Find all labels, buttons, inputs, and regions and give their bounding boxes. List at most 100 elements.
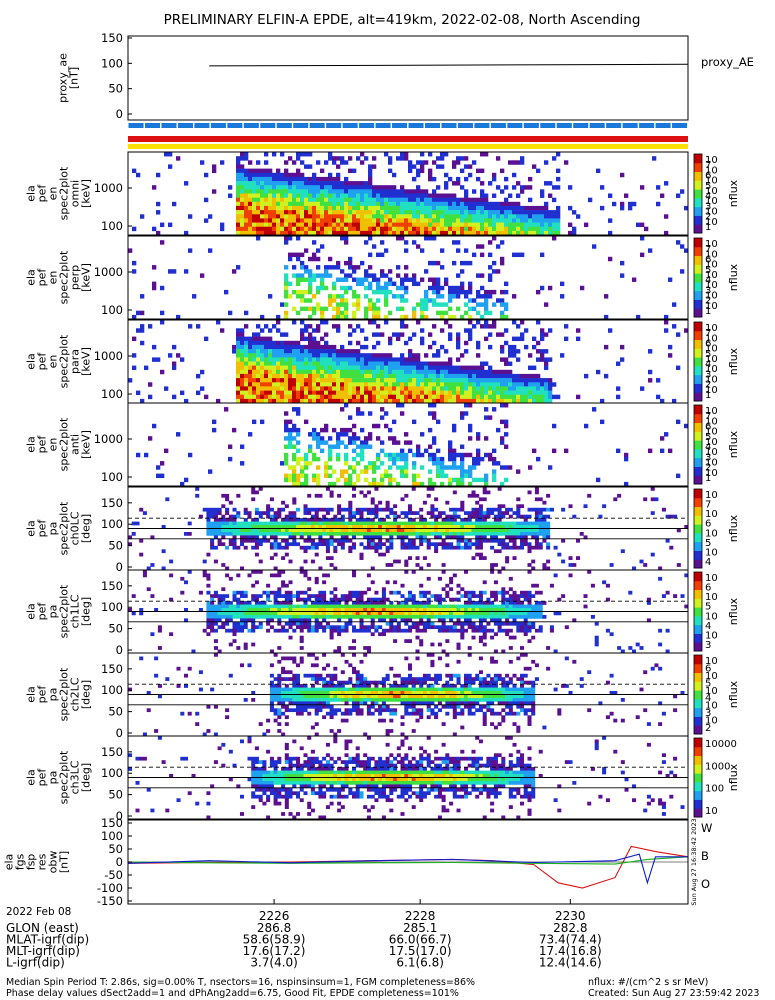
spectrogram-pixel [272, 340, 277, 346]
spectrogram-pixel [444, 172, 449, 178]
spectrogram-pixel [448, 205, 453, 211]
pitch-angle-pixel [225, 594, 230, 598]
spectrogram-pixel [292, 436, 297, 441]
spectrogram-pixel [268, 386, 273, 391]
spectrogram-pixel [484, 214, 489, 219]
pitch-angle-pixel [322, 615, 327, 619]
spectrogram-pixel [464, 349, 469, 354]
spectrogram-pixel [492, 260, 497, 266]
pitch-angle-pixel [292, 615, 297, 619]
pitch-angle-pixel [538, 514, 543, 519]
pitch-angle-pixel [449, 535, 454, 540]
spectrogram-pixel [416, 369, 421, 375]
spectrogram-pixel [440, 218, 445, 223]
pitch-angle-pixel [419, 566, 424, 571]
spectrogram-pixel [252, 201, 257, 207]
spectrogram-pixel [332, 281, 337, 287]
colorbar-segment [694, 246, 702, 257]
spectrogram-pixel [300, 469, 305, 474]
spectrogram-pixel [620, 357, 625, 362]
pitch-angle-pixel [348, 611, 353, 616]
pitch-angle-pixel [493, 528, 498, 533]
colorbar-label: nflux [727, 263, 740, 291]
spectrogram-pixel [364, 294, 369, 299]
pitch-angle-pixel [262, 538, 267, 543]
spectrogram-pixel [388, 436, 393, 441]
pitch-angle-pixel [269, 556, 274, 560]
pitch-angle-pixel [527, 521, 532, 526]
pitch-angle-pixel [307, 538, 312, 543]
spectrogram-pixel [280, 222, 285, 228]
spectrogram-pixel [256, 181, 261, 186]
spectrogram-pixel [424, 373, 429, 379]
pitch-angle-pixel [240, 604, 245, 609]
pitch-angle-pixel [232, 615, 237, 619]
spectrogram-pixel [196, 390, 201, 396]
spectrogram-pixel [368, 168, 373, 174]
spectrogram-pixel [544, 390, 549, 396]
pitch-angle-pixel [467, 538, 472, 543]
pitch-angle-pixel [422, 500, 427, 505]
spectrogram-pixel [528, 197, 533, 203]
pitch-angle-pixel [415, 545, 420, 550]
spectrogram-pixel [440, 302, 445, 307]
spectrogram-pixel [648, 448, 653, 454]
pitch-angle-pixel [273, 511, 278, 515]
spectrogram-pixel [236, 378, 241, 383]
spectrogram-pixel [504, 210, 509, 215]
pitch-angle-pixel [352, 604, 357, 609]
spectrogram-pixel [268, 390, 273, 396]
pitch-angle-pixel [210, 514, 215, 519]
spectrogram-pixel [364, 382, 369, 387]
spectrogram-pixel [368, 394, 373, 400]
colorbar-tick-label: 2 [705, 296, 711, 307]
spectrogram-pixel [368, 411, 373, 416]
spectrogram-pixel [256, 378, 261, 383]
spectrogram-pixel [344, 390, 349, 396]
spectrogram-pixel [336, 444, 341, 449]
spectrogram-pixel [500, 440, 505, 445]
pitch-angle-pixel [262, 532, 267, 536]
pitch-angle-pixel [131, 521, 136, 526]
spectrogram-pixel [312, 328, 317, 333]
spectrogram-pixel [400, 230, 405, 236]
spectrogram-pixel [340, 394, 345, 400]
spectrogram-pixel [484, 398, 489, 404]
spectrogram-pixel [240, 386, 245, 391]
spectrogram-pixel [396, 236, 401, 241]
pitch-angle-pixel [325, 528, 330, 533]
spectrogram-pixel [408, 353, 413, 358]
spectrogram-pixel [668, 353, 673, 358]
pitch-angle-pixel [363, 545, 368, 550]
pitch-angle-pixel [482, 487, 487, 491]
pitch-angle-pixel [348, 604, 353, 609]
pitch-angle-pixel [490, 566, 495, 571]
panel-ytitle-line: [keV] [80, 263, 93, 292]
spectrogram-pixel [260, 398, 265, 404]
spectrogram-pixel [532, 214, 537, 219]
pitch-angle-pixel [363, 532, 368, 536]
spectrogram-pixel [388, 361, 393, 366]
pitch-angle-pixel [370, 608, 375, 612]
pitch-angle-pixel [411, 538, 416, 543]
pitch-angle-pixel [146, 587, 151, 592]
spectrogram-pixel [492, 394, 497, 400]
pitch-angle-pixel [266, 628, 271, 633]
spectrogram-pixel [532, 164, 537, 169]
pitch-angle-pixel [497, 511, 502, 515]
pitch-angle-pixel [329, 521, 334, 526]
pitch-angle-pixel [426, 525, 431, 529]
pitch-angle-pixel [512, 511, 517, 515]
spectrogram-pixel [416, 168, 421, 174]
spectrogram-pixel [388, 310, 393, 316]
spectrogram-pixel [344, 289, 349, 295]
spectrogram-pixel [236, 332, 241, 337]
pitch-angle-pixel [352, 542, 357, 547]
spectrogram-pixel [460, 461, 465, 466]
pitch-angle-pixel [665, 538, 670, 543]
spectrogram-pixel [620, 172, 625, 178]
pitch-angle-pixel [546, 507, 551, 512]
spectrogram-pixel [648, 248, 653, 253]
pitch-angle-pixel [299, 604, 304, 609]
pitch-angle-pixel [228, 611, 233, 616]
